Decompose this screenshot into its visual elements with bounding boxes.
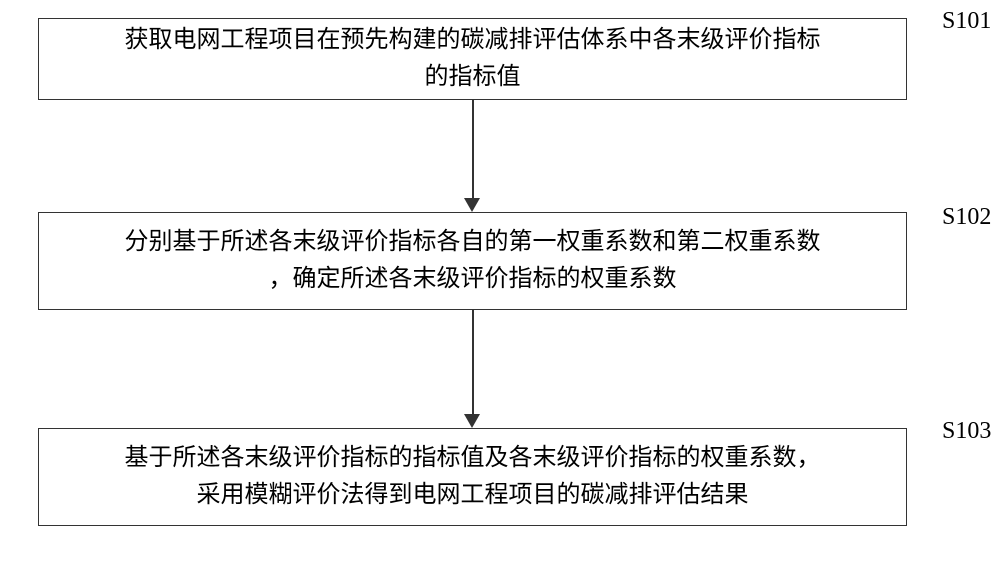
step-label-s102: S102 <box>942 204 991 231</box>
arrow-shaft <box>472 100 474 198</box>
arrow-shaft <box>472 310 474 414</box>
flowchart-node-s102: 分别基于所述各末级评价指标各自的第一权重系数和第二权重系数 ，确定所述各末级评价… <box>38 212 907 310</box>
node-text: 获取电网工程项目在预先构建的碳减排评估体系中各末级评价指标 的指标值 <box>63 22 882 96</box>
step-label-s103: S103 <box>942 418 991 445</box>
flowchart-canvas: 获取电网工程项目在预先构建的碳减排评估体系中各末级评价指标 的指标值 S101 … <box>0 0 1000 584</box>
flowchart-node-s101: 获取电网工程项目在预先构建的碳减排评估体系中各末级评价指标 的指标值 <box>38 18 907 100</box>
arrow-head-icon <box>464 198 480 212</box>
flowchart-node-s103: 基于所述各末级评价指标的指标值及各末级评价指标的权重系数， 采用模糊评价法得到电… <box>38 428 907 526</box>
arrow-head-icon <box>464 414 480 428</box>
node-text: 基于所述各末级评价指标的指标值及各末级评价指标的权重系数， 采用模糊评价法得到电… <box>63 440 882 514</box>
step-label-s101: S101 <box>942 8 991 35</box>
node-text: 分别基于所述各末级评价指标各自的第一权重系数和第二权重系数 ，确定所述各末级评价… <box>63 224 882 298</box>
